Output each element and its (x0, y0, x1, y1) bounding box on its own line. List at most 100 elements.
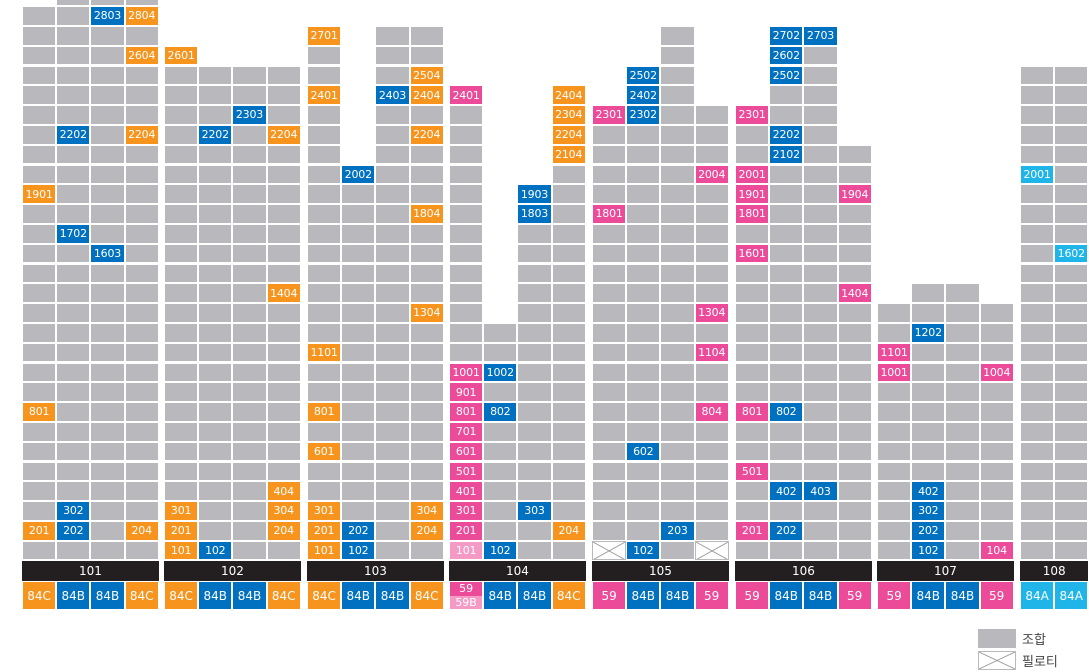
unit-cell (198, 164, 233, 185)
unit-label: 1804 (409, 204, 444, 224)
unit-cell (551, 243, 586, 264)
unit-cell (877, 520, 912, 541)
unit-cell (877, 481, 912, 502)
unit-cell (803, 85, 838, 106)
unit-cell (22, 124, 57, 145)
unit-label: 2701 (307, 25, 342, 46)
unit-cell (626, 303, 661, 323)
unit-cell (232, 243, 267, 264)
unit-label: 201 (735, 520, 770, 541)
unit-cell (232, 362, 267, 383)
unit-cell (979, 303, 1014, 323)
unit-type-label: 84C (551, 581, 586, 610)
unit-label: 1602 (1054, 243, 1089, 264)
unit-cell (56, 441, 91, 462)
unit-cell (1054, 184, 1089, 205)
unit-cell (626, 144, 661, 165)
unit-label: 2703 (803, 25, 838, 46)
unit-cell (22, 85, 57, 106)
unit-cell (694, 204, 729, 224)
unit-cell (769, 421, 804, 442)
unit-cell (1054, 501, 1089, 521)
unit-cell (551, 303, 586, 323)
unit-cell (979, 520, 1014, 541)
unit-cell (375, 25, 410, 46)
unit-cell (341, 362, 376, 383)
unit-cell (769, 223, 804, 244)
unit-label: 2502 (626, 65, 661, 86)
unit-cell (409, 322, 444, 343)
unit-label: 2004 (694, 164, 729, 185)
unit-cell (694, 243, 729, 264)
unit-cell (56, 45, 91, 66)
unit-cell (341, 243, 376, 264)
unit-cell (945, 461, 980, 482)
unit-cell (877, 322, 912, 343)
unit-cell (90, 184, 125, 205)
unit-cell (1020, 85, 1055, 106)
unit-cell (1054, 382, 1089, 403)
unit-cell (660, 85, 695, 106)
unit-cell (517, 421, 552, 442)
unit-cell (198, 520, 233, 541)
unit-cell (22, 6, 57, 26)
unit-cell (56, 421, 91, 442)
unit-cell (409, 540, 444, 561)
unit-label: 2204 (551, 124, 586, 145)
unit-label: 1104 (694, 342, 729, 363)
unit-cell (232, 164, 267, 185)
unit-type-label: 84A (1054, 581, 1089, 610)
piloti-cell (694, 540, 729, 561)
unit-cell (198, 243, 233, 264)
unit-label: 2202 (198, 124, 233, 145)
unit-label: 1601 (735, 243, 770, 264)
unit-label: 2304 (551, 105, 586, 125)
unit-cell (483, 322, 518, 343)
unit-cell (979, 402, 1014, 422)
unit-cell (124, 65, 159, 86)
unit-cell (945, 520, 980, 541)
unit-type-label: 84B (769, 581, 804, 610)
unit-cell (164, 382, 199, 403)
building-number-bar: 105 (592, 560, 729, 581)
unit-label: 1801 (735, 204, 770, 224)
unit-cell (551, 204, 586, 224)
unit-cell (660, 164, 695, 185)
unit-cell (232, 65, 267, 86)
unit-type-label: 59 59B (449, 581, 484, 610)
unit-cell (232, 204, 267, 224)
unit-cell (769, 501, 804, 521)
unit-cell (164, 402, 199, 422)
unit-cell (803, 124, 838, 145)
unit-label: 901 (449, 382, 484, 403)
unit-cell (449, 322, 484, 343)
unit-cell (877, 441, 912, 462)
unit-cell (911, 402, 946, 422)
unit-cell (660, 65, 695, 86)
unit-cell (307, 362, 342, 383)
unit-cell (735, 382, 770, 403)
unit-cell (945, 362, 980, 383)
unit-cell (307, 263, 342, 284)
unit-cell (803, 263, 838, 284)
unit-label: 104 (979, 540, 1014, 561)
unit-label: 101 (449, 540, 484, 561)
unit-label: 402 (911, 481, 946, 502)
unit-cell (592, 322, 627, 343)
unit-cell (735, 303, 770, 323)
unit-cell (124, 85, 159, 106)
unit-cell (803, 204, 838, 224)
legend-union-label: 조합 (1022, 632, 1046, 648)
unit-cell (409, 342, 444, 363)
unit-cell (449, 204, 484, 224)
unit-cell (409, 461, 444, 482)
unit-cell (232, 144, 267, 165)
unit-cell (124, 243, 159, 264)
unit-label: 302 (56, 501, 91, 521)
unit-cell (1020, 382, 1055, 403)
unit-label: 2403 (375, 85, 410, 106)
unit-cell (56, 303, 91, 323)
unit-cell (375, 481, 410, 502)
unit-cell (694, 382, 729, 403)
unit-cell (375, 441, 410, 462)
